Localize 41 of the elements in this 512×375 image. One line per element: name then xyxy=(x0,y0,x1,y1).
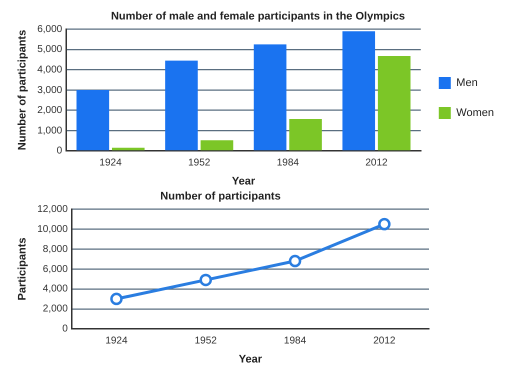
y-tick-label: 10,000 xyxy=(37,224,68,235)
y-tick-label: 12,000 xyxy=(37,204,68,215)
legend-label: Men xyxy=(456,77,478,90)
y-tick-label: 2,000 xyxy=(42,304,68,315)
y-tick-label: 4,000 xyxy=(37,64,63,76)
chart-title: Number of participants xyxy=(160,190,281,203)
bar xyxy=(289,118,322,150)
x-tick-label: 1984 xyxy=(284,336,307,347)
x-tick-label: 1952 xyxy=(188,158,211,169)
x-tick-label: 2012 xyxy=(373,336,396,347)
x-tick-label: 1924 xyxy=(105,336,128,347)
y-tick-label: 0 xyxy=(56,146,63,157)
y-tick-label: 6,000 xyxy=(37,24,63,35)
y-tick-label: 6,000 xyxy=(42,264,68,275)
y-tick-label: 0 xyxy=(62,324,68,335)
chart-title: Number of male and female participants in the Olympics xyxy=(110,10,406,23)
x-axis-title: Year xyxy=(232,175,256,188)
bar xyxy=(165,60,198,150)
point xyxy=(378,218,391,230)
x-axis-title: Year xyxy=(238,353,263,366)
bar xyxy=(254,44,286,150)
y-tick-label: 8,000 xyxy=(42,244,68,255)
x-tick-label: 1952 xyxy=(194,336,218,347)
y-tick-label: 1,000 xyxy=(37,125,63,136)
bar xyxy=(378,56,411,150)
x-tick-label: 1984 xyxy=(276,158,300,169)
y-axis-title: Participants xyxy=(16,238,29,300)
bar xyxy=(342,31,376,150)
legend-label: Women xyxy=(456,107,494,120)
point xyxy=(199,274,212,286)
y-tick-label: 4,000 xyxy=(42,284,68,295)
x-tick-label: 2012 xyxy=(365,158,388,169)
x-tick-label: 1924 xyxy=(99,158,122,169)
y-tick-label: 3,000 xyxy=(37,84,63,96)
y-axis-title: Number of participants xyxy=(16,30,29,150)
bar xyxy=(200,140,234,150)
bar xyxy=(76,90,110,150)
y-tick-label: 2,000 xyxy=(37,105,63,116)
point xyxy=(288,254,302,268)
y-tick-label: 5,000 xyxy=(37,44,63,56)
point xyxy=(110,292,123,306)
